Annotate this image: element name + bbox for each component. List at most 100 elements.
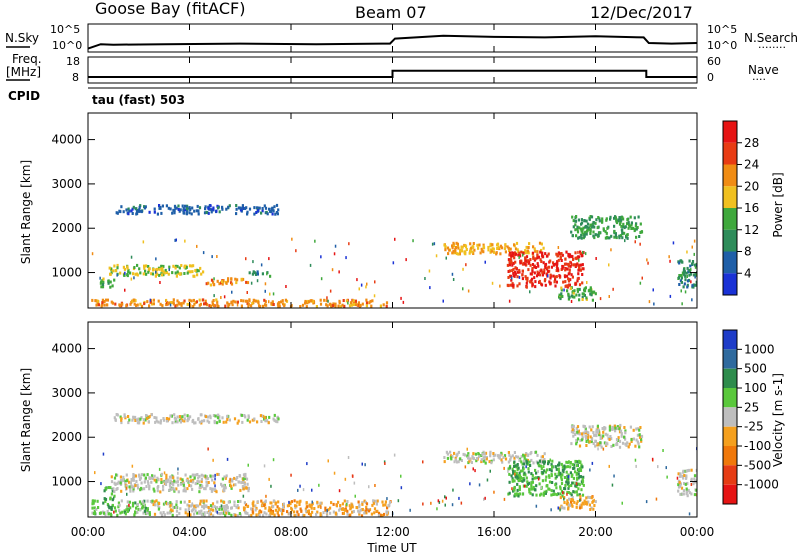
data-cell: [541, 255, 544, 259]
data-cell: [512, 251, 515, 255]
data-cell: [180, 264, 183, 267]
data-cell: [339, 305, 342, 308]
data-cell: [508, 260, 511, 264]
data-cell: [550, 265, 553, 269]
data-cell: [179, 507, 182, 511]
data-cell: [213, 488, 217, 492]
data-cell: [242, 277, 245, 281]
data-cell: [613, 224, 616, 228]
data-cell: [521, 469, 524, 473]
data-cell: [165, 271, 168, 275]
data-cell: [690, 468, 693, 472]
scatter-cell: [358, 287, 360, 291]
data-cell: [469, 249, 472, 253]
data-cell: [96, 499, 99, 503]
data-cell: [215, 209, 218, 213]
data-cell: [239, 488, 242, 492]
data-cell: [587, 500, 590, 504]
data-cell: [160, 513, 164, 517]
data-cell: [224, 510, 227, 514]
data-cell: [560, 476, 563, 480]
scatter-cell: [365, 285, 367, 289]
scatter-cell: [397, 499, 400, 503]
data-cell: [377, 511, 381, 515]
data-cell: [179, 482, 183, 486]
data-cell: [572, 434, 575, 438]
data-cell: [144, 476, 147, 480]
data-cell: [170, 475, 173, 479]
data-cell: [508, 249, 511, 253]
data-cell: [334, 512, 337, 516]
data-cell: [228, 418, 231, 422]
data-cell: [134, 501, 137, 505]
scatter-cell: [557, 246, 560, 249]
data-cell: [557, 258, 560, 262]
data-cell: [556, 260, 559, 264]
data-cell: [226, 418, 229, 421]
scatter-cell: [326, 296, 328, 300]
data-cell: [129, 489, 132, 493]
data-cell: [604, 442, 608, 446]
data-cell: [585, 296, 588, 300]
colorbar-segment: [723, 251, 737, 274]
data-cell: [590, 291, 593, 295]
data-cell: [555, 264, 558, 268]
data-cell: [148, 415, 151, 419]
data-cell: [547, 462, 550, 466]
data-cell: [508, 491, 511, 495]
data-cell: [147, 511, 150, 515]
data-cell: [530, 451, 533, 454]
data-cell: [193, 209, 196, 213]
data-cell: [244, 477, 247, 480]
data-cell: [548, 480, 552, 484]
scatter-cell: [102, 452, 105, 456]
data-cell: [638, 433, 641, 437]
scatter-cell: [608, 263, 610, 267]
data-cell: [573, 463, 576, 467]
data-cell: [132, 485, 135, 489]
data-cell: [189, 479, 193, 483]
data-cell: [677, 485, 681, 489]
scatter-cell: [174, 488, 176, 492]
data-cell: [508, 263, 511, 267]
data-cell: [565, 502, 568, 506]
data-cell: [519, 479, 522, 482]
data-cell: [580, 463, 583, 467]
data-cell: [160, 477, 163, 481]
data-cell: [579, 263, 583, 267]
data-cell: [388, 500, 392, 504]
data-cell: [182, 301, 185, 305]
data-cell: [618, 427, 621, 431]
data-cell: [688, 273, 691, 277]
data-cell: [500, 458, 503, 462]
scatter-cell: [668, 255, 670, 259]
data-cell: [281, 299, 284, 303]
data-cell: [582, 267, 585, 271]
data-cell: [575, 505, 578, 509]
data-cell: [174, 304, 177, 308]
data-cell: [489, 454, 492, 458]
scatter-cell: [652, 288, 654, 292]
data-cell: [639, 222, 642, 226]
data-cell: [685, 474, 688, 478]
data-cell: [192, 473, 195, 477]
data-cell: [257, 301, 260, 305]
scatter-cell: [676, 476, 679, 480]
data-cell: [224, 476, 227, 480]
data-cell: [560, 286, 563, 290]
data-cell: [332, 502, 335, 506]
data-cell: [586, 437, 589, 441]
data-cell: [194, 421, 197, 425]
data-cell: [587, 431, 590, 435]
data-cell: [499, 453, 502, 457]
data-cell: [531, 477, 534, 481]
scatter-cell: [338, 270, 340, 274]
scatter-cell: [213, 277, 215, 281]
data-cell: [246, 482, 249, 486]
data-cell: [613, 235, 616, 239]
data-cell: [204, 302, 207, 305]
data-cell: [167, 302, 170, 306]
data-cell: [686, 494, 689, 498]
data-cell: [171, 513, 174, 517]
data-cell: [183, 419, 186, 423]
